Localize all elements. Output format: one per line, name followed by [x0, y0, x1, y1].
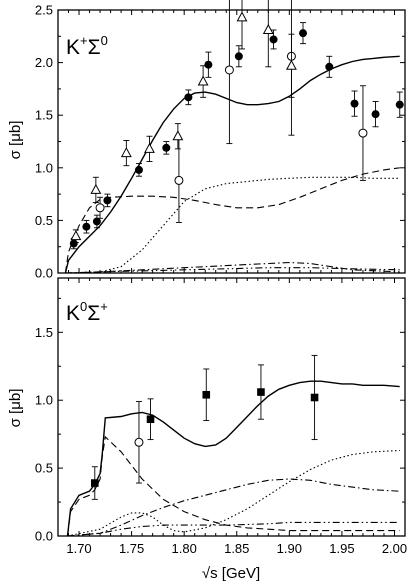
bottom-panel-curves	[66, 380, 400, 537]
top-panel-markers	[69, 0, 404, 250]
data-point-open-circle	[224, 65, 234, 75]
data-point-filled-circle	[325, 62, 334, 71]
y-tick-label: 0.5	[35, 461, 53, 476]
top-panel-reaction-label: K+Σ0	[66, 33, 108, 59]
y-tick-label: 1.0	[35, 393, 53, 408]
curve-dotted-2	[67, 449, 400, 537]
y-tick-label: 0.5	[35, 213, 53, 228]
curve-dashdotdot-4	[65, 267, 400, 274]
data-point-open-triangle	[197, 75, 209, 86]
x-tick-label: 2.00	[382, 541, 407, 556]
bottom-panel-markers	[91, 354, 319, 500]
data-point-filled-square	[310, 393, 319, 402]
curve-dashdot-3	[67, 478, 400, 537]
data-point-filled-circle	[134, 165, 143, 174]
data-point-open-circle	[95, 203, 105, 213]
data-point-filled-square	[257, 388, 265, 396]
data-point-filled-circle	[103, 196, 112, 205]
data-point-open-triangle	[285, 59, 297, 70]
y-tick-label: 2.0	[35, 55, 53, 70]
top-panel-y-axis-title: σ [μb]	[7, 121, 24, 160]
data-point-open-triangle	[236, 11, 248, 22]
data-point-filled-circle	[395, 100, 404, 109]
y-tick-label: 0.0	[35, 529, 53, 544]
x-axis-title: √s [GeV]	[202, 565, 260, 582]
data-point-open-triangle	[172, 130, 184, 141]
y-tick-label: 1.5	[35, 325, 53, 340]
data-point-open-circle	[174, 175, 184, 185]
bottom-panel-ticks: 0.0 0.5 1.0 1.5 1.70 1.75 1.80 1.85 1.90 1.95 2.00	[35, 278, 407, 556]
bottom-panel-frame	[57, 277, 406, 537]
curve-dashdot-3	[65, 261, 400, 274]
bottom-panel-reaction-label: K0Σ+	[66, 299, 108, 325]
data-point-open-circle	[358, 128, 368, 138]
curve-dashed-1	[64, 167, 400, 274]
data-point-open-circle	[134, 437, 144, 447]
x-tick-label: 1.85	[224, 541, 249, 556]
y-tick-label: 2.5	[35, 3, 53, 18]
bottom-panel: 0.0 0.5 1.0 1.5 1.70 1.75 1.80 1.85 1.90 1.95 2.00…	[7, 277, 407, 582]
data-point-filled-circle	[269, 35, 278, 44]
data-point-open-triangle	[262, 23, 274, 34]
y-tick-label: 1.5	[35, 108, 53, 123]
data-point-filled-circle	[162, 143, 171, 152]
data-point-filled-circle	[92, 217, 101, 226]
data-point-filled-circle	[234, 52, 243, 61]
data-point-filled-circle	[299, 29, 308, 38]
data-point-filled-square	[146, 415, 155, 424]
y-tick-label: 1.0	[35, 160, 53, 175]
data-point-filled-circle	[69, 239, 78, 248]
top-panel-curves	[64, 55, 400, 274]
x-tick-label: 1.90	[277, 541, 302, 556]
x-tick-label: 1.70	[66, 541, 91, 556]
top-panel-ticks: 0.0 0.5 1.0 1.5 2.0 2.5	[35, 3, 406, 281]
x-tick-label: 1.80	[172, 541, 197, 556]
data-point-filled-circle	[184, 93, 193, 102]
data-point-open-triangle	[120, 147, 132, 158]
data-point-filled-circle	[371, 110, 380, 119]
x-tick-label: 1.75	[119, 541, 144, 556]
data-point-open-triangle	[144, 142, 155, 153]
data-point-filled-circle	[204, 60, 213, 69]
bottom-panel-y-axis-title: σ [μb]	[7, 389, 24, 428]
curve-dotted-2	[65, 176, 400, 274]
top-panel: 0.0 0.5 1.0 1.5 2.0 2.5 K+Σ0 σ [μb]	[7, 0, 406, 281]
data-point-filled-square	[91, 479, 99, 487]
y-tick-label: 0.0	[35, 266, 53, 281]
data-point-open-triangle	[90, 183, 102, 194]
x-tick-label: 1.95	[329, 541, 354, 556]
data-point-filled-square	[202, 390, 211, 399]
data-point-filled-circle	[82, 222, 91, 231]
data-point-open-triangle	[70, 230, 82, 241]
curve-dashed-1	[66, 435, 400, 537]
data-point-filled-circle	[350, 99, 359, 108]
curve-solid-0	[64, 55, 400, 274]
